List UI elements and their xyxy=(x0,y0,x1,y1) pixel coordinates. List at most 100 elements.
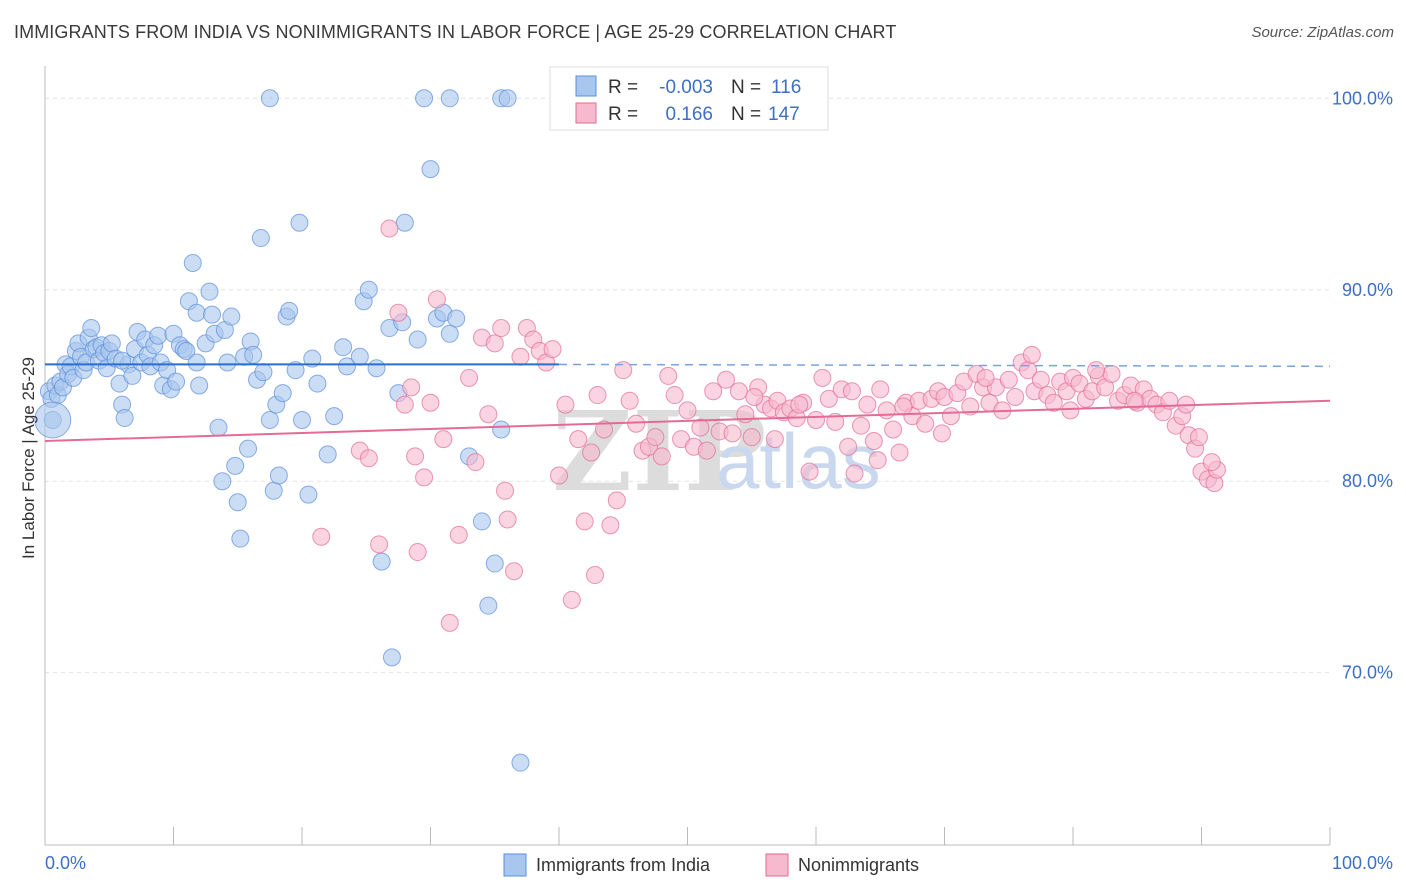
point-immigrants-india xyxy=(264,481,283,500)
point-immigrants-india xyxy=(123,366,142,385)
point-nonimmigrants xyxy=(627,414,646,433)
point-nonimmigrants xyxy=(485,334,504,353)
tick-labels: 70.0% 80.0% 90.0% 100.0% 0.0% 100.0% xyxy=(45,88,1393,873)
y-tick-label: 100.0% xyxy=(1332,88,1393,108)
point-nonimmigrants xyxy=(1022,345,1041,364)
point-immigrants-india xyxy=(213,472,232,491)
point-nonimmigrants xyxy=(1031,370,1050,389)
point-immigrants-india xyxy=(325,407,344,426)
stats-r-label-2: R = xyxy=(608,104,638,125)
point-immigrants-india xyxy=(273,384,292,403)
point-nonimmigrants xyxy=(877,401,896,420)
point-nonimmigrants xyxy=(890,443,909,462)
point-nonimmigrants xyxy=(765,430,784,449)
point-immigrants-india xyxy=(200,282,219,301)
point-nonimmigrants xyxy=(894,397,913,416)
point-nonimmigrants xyxy=(620,391,639,410)
point-nonimmigrants xyxy=(582,443,601,462)
point-nonimmigrants xyxy=(556,395,575,414)
point-immigrants-india xyxy=(226,456,245,475)
y-tick-label: 90.0% xyxy=(1342,280,1393,300)
point-immigrants-india xyxy=(337,357,356,376)
point-nonimmigrants xyxy=(575,512,594,531)
point-nonimmigrants xyxy=(408,543,427,562)
point-nonimmigrants xyxy=(427,290,446,309)
point-immigrants-india xyxy=(218,353,237,372)
point-immigrants-india xyxy=(177,342,196,361)
point-nonimmigrants xyxy=(406,447,425,466)
data-points xyxy=(34,89,1226,772)
stats-legend: R = -0.003 N = 116 R = 0.166 N = 147 xyxy=(549,66,829,131)
point-nonimmigrants xyxy=(466,453,485,472)
point-nonimmigrants xyxy=(562,590,581,609)
point-immigrants-india xyxy=(395,213,414,232)
point-immigrants-india xyxy=(382,648,401,667)
point-nonimmigrants xyxy=(678,401,697,420)
point-nonimmigrants xyxy=(742,428,761,447)
point-nonimmigrants xyxy=(807,410,825,429)
point-nonimmigrants xyxy=(312,527,331,546)
x-tick-label-start: 0.0% xyxy=(45,853,86,873)
point-immigrants-india xyxy=(222,307,241,326)
legend-label-nonimmigrants: Nonimmigrants xyxy=(798,855,919,875)
stats-r-label-1: R = xyxy=(608,77,638,98)
point-immigrants-india xyxy=(183,253,202,272)
point-nonimmigrants xyxy=(395,395,414,414)
point-nonimmigrants xyxy=(585,566,604,585)
point-nonimmigrants xyxy=(511,347,530,366)
point-immigrants-india xyxy=(318,445,337,464)
point-immigrants-india xyxy=(286,361,305,380)
legend-swatch-india xyxy=(503,853,527,877)
point-immigrants-india xyxy=(290,213,309,232)
point-immigrants-india xyxy=(492,420,511,439)
point-nonimmigrants xyxy=(745,387,764,406)
point-nonimmigrants xyxy=(440,613,459,632)
chart-title: IMMIGRANTS FROM INDIA VS NONIMMIGRANTS I… xyxy=(14,22,897,42)
point-immigrants-india xyxy=(440,324,459,343)
point-nonimmigrants xyxy=(800,462,819,481)
point-immigrants-india xyxy=(260,89,279,108)
trend-line-india-extension xyxy=(558,363,1331,368)
point-nonimmigrants xyxy=(999,370,1018,389)
point-immigrants-india xyxy=(187,353,206,372)
stats-r-value-1: -0.003 xyxy=(659,77,713,98)
point-nonimmigrants xyxy=(543,340,562,359)
point-nonimmigrants xyxy=(864,432,883,451)
point-immigrants-india xyxy=(485,554,504,573)
legend-swatch-nonimmigrants xyxy=(765,853,789,877)
point-immigrants-india xyxy=(303,349,322,368)
point-nonimmigrants xyxy=(845,464,864,483)
point-nonimmigrants xyxy=(813,368,832,387)
point-nonimmigrants xyxy=(1189,428,1208,447)
point-immigrants-india xyxy=(511,753,530,772)
point-immigrants-india xyxy=(82,319,101,338)
point-nonimmigrants xyxy=(652,447,671,466)
point-immigrants-india-large xyxy=(34,401,72,439)
point-nonimmigrants xyxy=(479,405,498,424)
point-immigrants-india xyxy=(334,338,353,357)
point-nonimmigrants xyxy=(460,368,479,387)
axes xyxy=(44,66,1331,846)
point-nonimmigrants xyxy=(851,416,870,435)
point-immigrants-india xyxy=(203,305,222,324)
point-immigrants-india xyxy=(408,330,427,349)
point-immigrants-india xyxy=(167,372,186,391)
point-nonimmigrants xyxy=(601,516,620,535)
stats-n-label-1: N = xyxy=(731,77,761,98)
point-nonimmigrants xyxy=(614,361,633,380)
point-nonimmigrants xyxy=(646,428,665,447)
stats-n-label-2: N = xyxy=(731,104,761,125)
point-nonimmigrants xyxy=(569,430,588,449)
point-immigrants-india xyxy=(367,359,386,378)
stats-legend-swatch-india xyxy=(575,75,597,97)
point-immigrants-india xyxy=(231,529,250,548)
point-immigrants-india xyxy=(447,309,466,328)
point-nonimmigrants xyxy=(402,378,421,397)
watermark-atlas: atlas xyxy=(716,417,881,505)
point-immigrants-india xyxy=(472,512,491,531)
point-nonimmigrants xyxy=(665,386,684,405)
point-nonimmigrants xyxy=(434,430,453,449)
point-nonimmigrants xyxy=(858,395,877,414)
point-nonimmigrants xyxy=(1006,387,1025,406)
stats-n-value-2: 147 xyxy=(768,104,800,125)
